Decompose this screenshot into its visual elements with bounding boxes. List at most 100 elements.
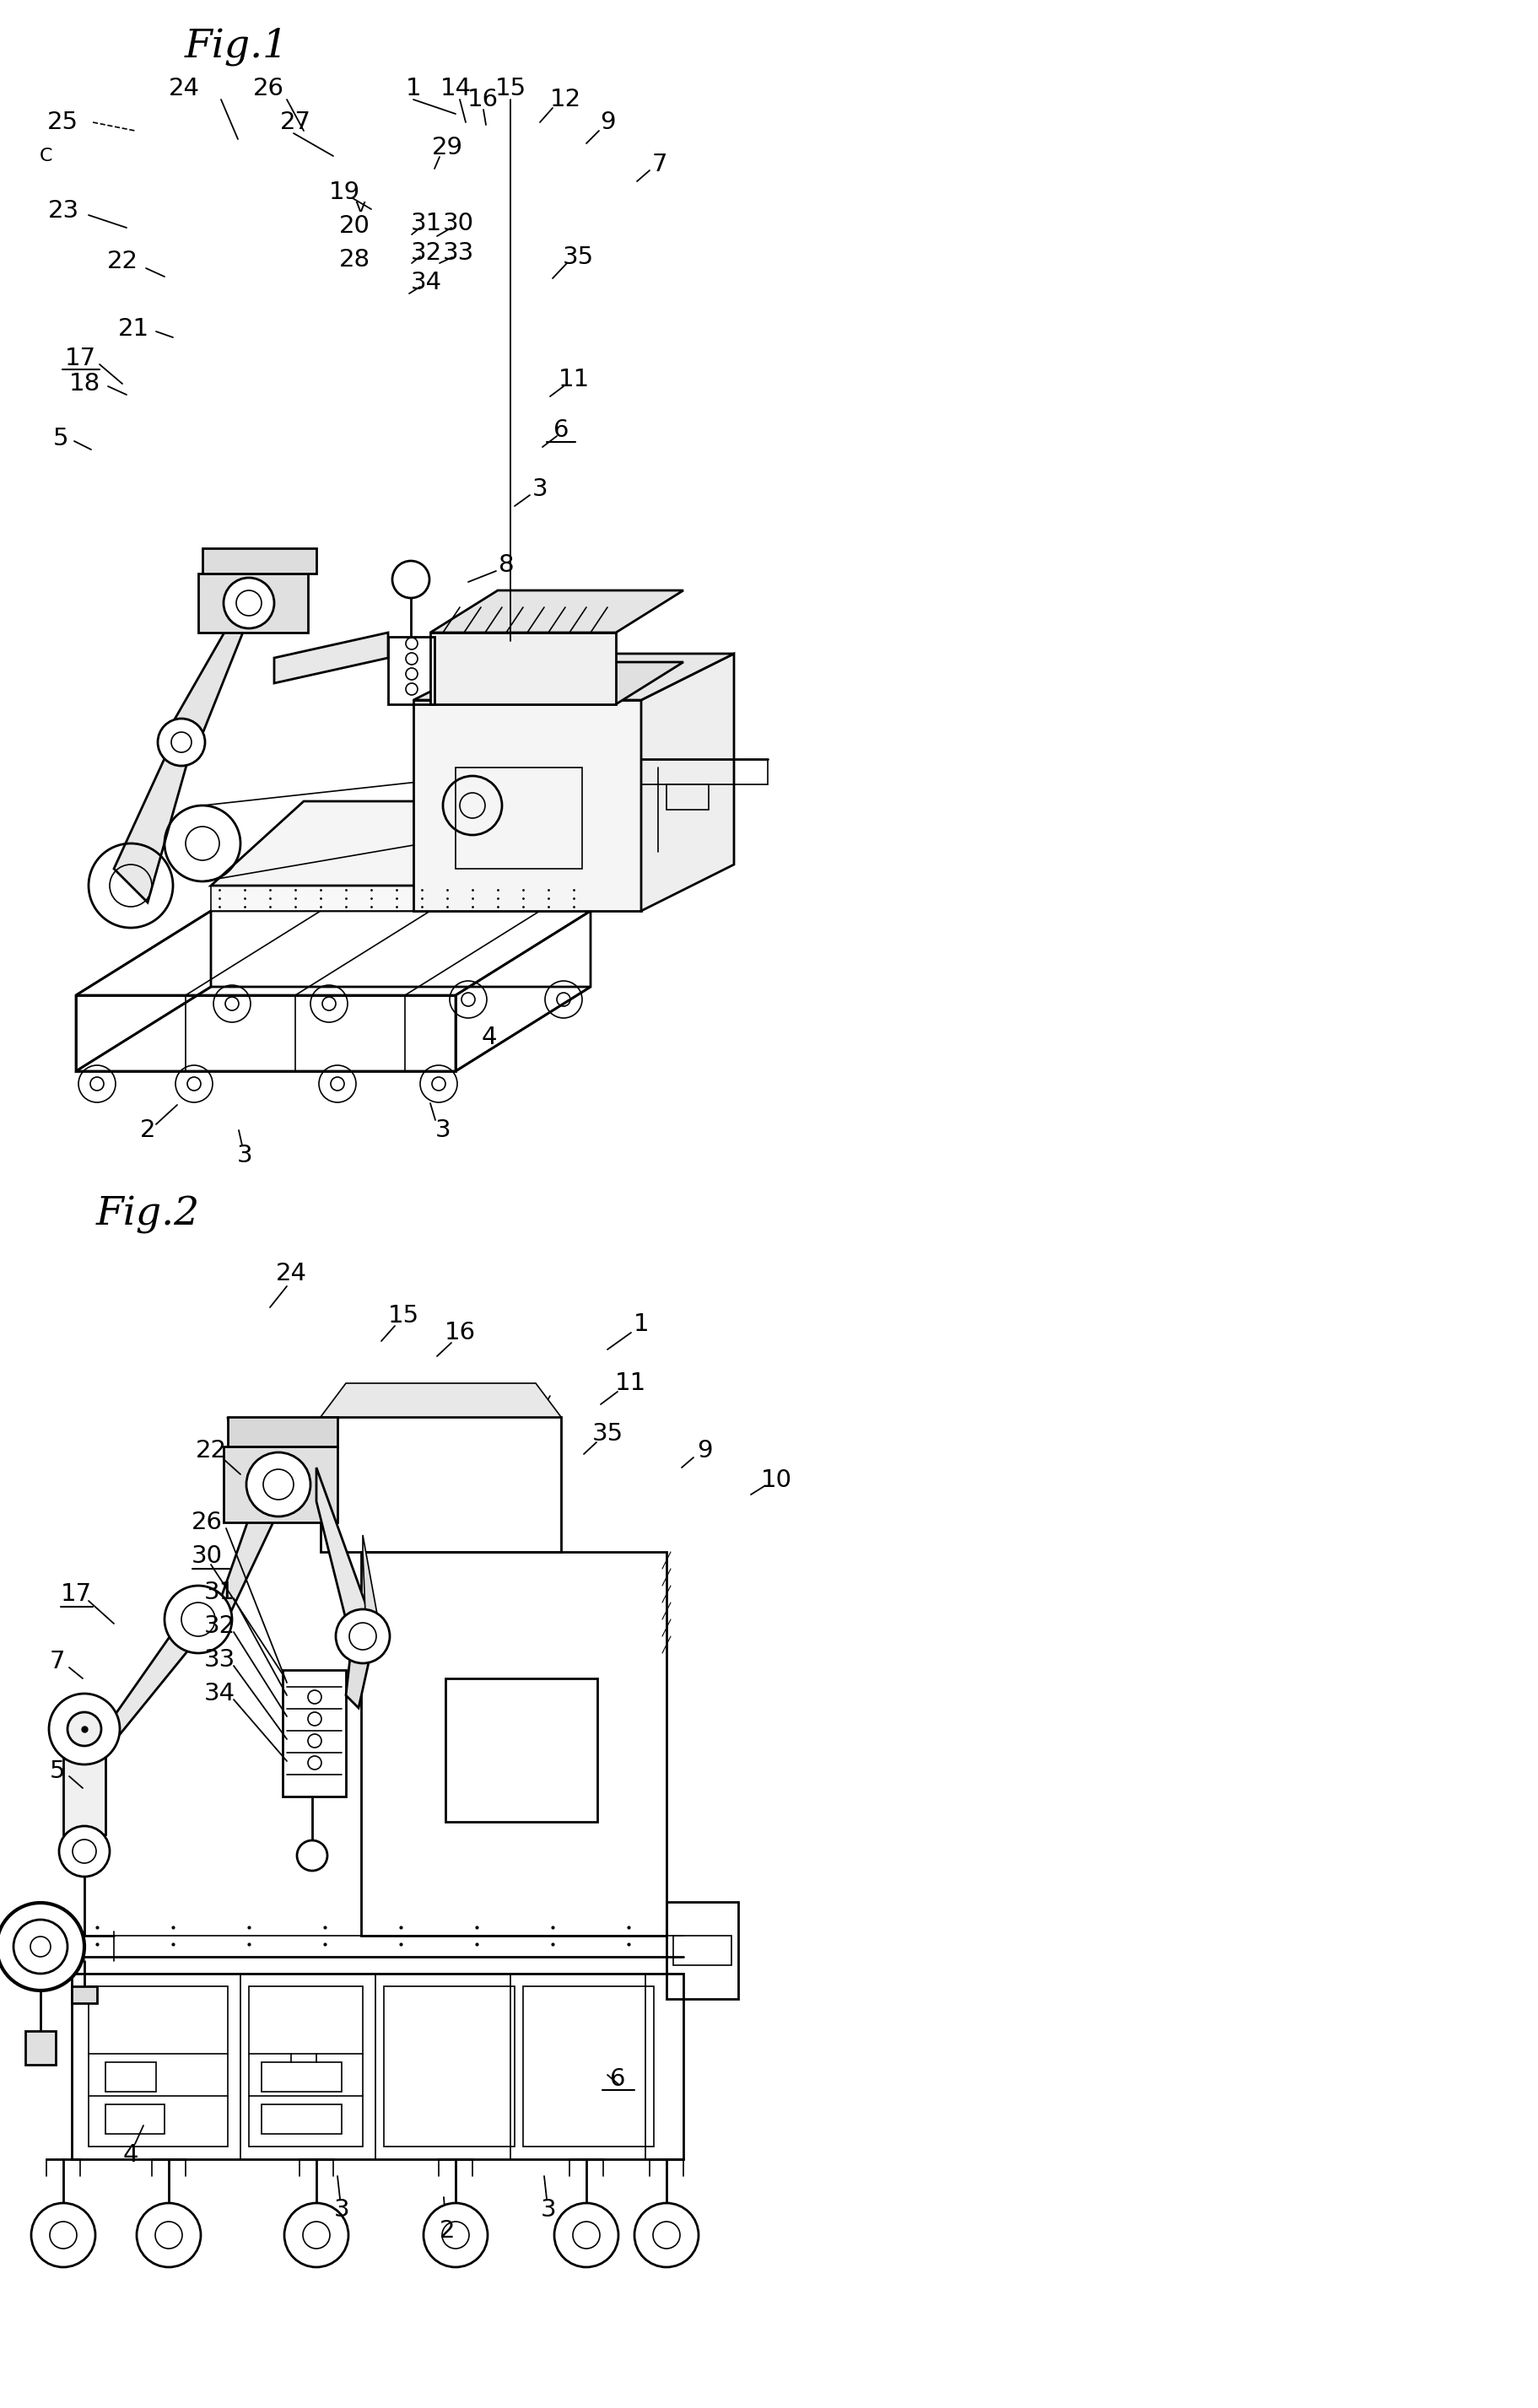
Polygon shape xyxy=(72,1987,97,2003)
Text: 11: 11 xyxy=(614,1373,646,1394)
Text: 1: 1 xyxy=(634,1312,649,1336)
Text: 20: 20 xyxy=(338,214,369,238)
Circle shape xyxy=(223,578,274,628)
Polygon shape xyxy=(274,633,388,684)
Polygon shape xyxy=(25,2030,55,2064)
Circle shape xyxy=(58,1825,109,1876)
Polygon shape xyxy=(169,600,255,754)
Circle shape xyxy=(0,1902,85,1991)
Text: 18: 18 xyxy=(69,371,100,395)
Circle shape xyxy=(554,2203,618,2268)
Polygon shape xyxy=(211,886,591,910)
Text: 27: 27 xyxy=(280,111,311,135)
Polygon shape xyxy=(220,1483,291,1637)
Circle shape xyxy=(423,2203,488,2268)
Circle shape xyxy=(246,1452,311,1517)
Text: 2: 2 xyxy=(438,2220,455,2242)
Circle shape xyxy=(158,718,205,766)
Polygon shape xyxy=(317,1466,371,1654)
Circle shape xyxy=(335,1609,389,1664)
Text: v: v xyxy=(355,197,366,214)
Polygon shape xyxy=(363,1534,380,1654)
Text: 33: 33 xyxy=(441,241,474,265)
Text: 26: 26 xyxy=(252,77,283,101)
Text: 3: 3 xyxy=(435,1117,451,1141)
Text: 11: 11 xyxy=(558,368,589,393)
Circle shape xyxy=(285,2203,348,2268)
Text: 5: 5 xyxy=(49,1760,65,1782)
Polygon shape xyxy=(346,1621,375,1707)
Text: 14: 14 xyxy=(440,77,471,101)
Text: 34: 34 xyxy=(411,270,441,294)
Polygon shape xyxy=(228,1416,337,1447)
Text: 26: 26 xyxy=(191,1510,221,1534)
Circle shape xyxy=(137,2203,200,2268)
Text: 35: 35 xyxy=(592,1423,623,1445)
Text: 7: 7 xyxy=(49,1649,65,1674)
Text: 16: 16 xyxy=(466,87,498,111)
Polygon shape xyxy=(414,701,641,910)
Circle shape xyxy=(392,561,429,597)
Text: 24: 24 xyxy=(275,1262,306,1286)
Text: 4: 4 xyxy=(481,1026,497,1050)
Circle shape xyxy=(297,1840,328,1871)
Text: 31: 31 xyxy=(203,1580,235,1604)
Text: 10: 10 xyxy=(760,1469,792,1493)
Polygon shape xyxy=(431,590,683,633)
Text: 16: 16 xyxy=(444,1322,475,1344)
Polygon shape xyxy=(641,653,734,910)
Text: 2: 2 xyxy=(140,1117,155,1141)
Text: 4: 4 xyxy=(123,2143,138,2167)
Circle shape xyxy=(49,1693,120,1765)
Text: 3: 3 xyxy=(237,1144,252,1168)
Text: Fig.1: Fig.1 xyxy=(185,26,288,65)
Polygon shape xyxy=(223,1447,337,1522)
Text: 7: 7 xyxy=(652,152,667,176)
Text: 32: 32 xyxy=(411,241,441,265)
Text: 22: 22 xyxy=(106,250,138,272)
Polygon shape xyxy=(198,573,308,633)
Text: 5: 5 xyxy=(52,426,69,450)
Circle shape xyxy=(634,2203,698,2268)
Text: C: C xyxy=(40,147,52,164)
Text: 9: 9 xyxy=(600,111,615,135)
Text: 15: 15 xyxy=(388,1305,418,1327)
Text: 3: 3 xyxy=(532,477,548,501)
Text: 24: 24 xyxy=(168,77,200,101)
Polygon shape xyxy=(211,802,683,886)
Polygon shape xyxy=(414,653,734,701)
Text: 6: 6 xyxy=(609,2066,624,2090)
Polygon shape xyxy=(114,1606,223,1741)
Text: 1: 1 xyxy=(406,77,421,101)
Text: 32: 32 xyxy=(203,1613,235,1637)
Text: 15: 15 xyxy=(495,77,526,101)
Text: 31: 31 xyxy=(411,212,441,236)
Text: 3: 3 xyxy=(540,2199,555,2223)
Text: 21: 21 xyxy=(117,318,149,342)
Text: 23: 23 xyxy=(48,200,78,222)
Text: 9: 9 xyxy=(697,1440,712,1462)
Text: 8: 8 xyxy=(498,554,514,578)
Text: 6: 6 xyxy=(554,419,569,443)
Circle shape xyxy=(165,1584,232,1654)
Text: 30: 30 xyxy=(443,212,474,236)
Polygon shape xyxy=(431,633,615,703)
Text: 35: 35 xyxy=(561,246,594,270)
Text: 22: 22 xyxy=(195,1440,226,1462)
Circle shape xyxy=(31,2203,95,2268)
Text: 34: 34 xyxy=(203,1681,235,1705)
Polygon shape xyxy=(203,549,317,573)
Text: Fig.2: Fig.2 xyxy=(95,1194,200,1233)
Polygon shape xyxy=(320,1382,561,1416)
Text: 3: 3 xyxy=(334,2199,349,2223)
Text: 12: 12 xyxy=(549,87,581,111)
Text: 30: 30 xyxy=(191,1544,221,1568)
Text: 29: 29 xyxy=(431,135,463,159)
Text: 28: 28 xyxy=(338,248,369,272)
Text: 25: 25 xyxy=(46,111,78,135)
Polygon shape xyxy=(431,662,683,703)
Text: 17: 17 xyxy=(60,1582,92,1606)
Text: 19: 19 xyxy=(329,181,360,205)
Text: 17: 17 xyxy=(65,347,95,371)
Text: 33: 33 xyxy=(203,1647,235,1671)
